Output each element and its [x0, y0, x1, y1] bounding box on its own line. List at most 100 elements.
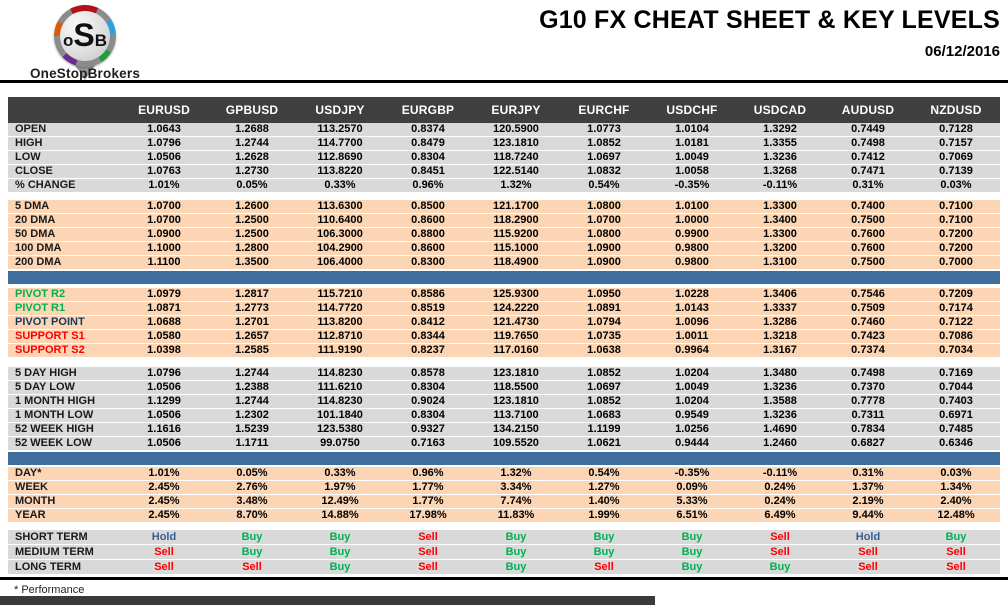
- signal-value: Buy: [945, 530, 967, 543]
- row-label: LOW: [15, 151, 41, 163]
- cell-value: 1.0700: [147, 200, 181, 212]
- section-dma: 5 DMA 1.0700 1.2600 113.6300 0.8500 121.1700 1…: [8, 200, 1000, 270]
- cell-value: 0.8586: [411, 288, 445, 300]
- cell-value: 0.8304: [411, 409, 445, 421]
- cell-value: 1.0735: [587, 330, 621, 342]
- signal-value: Buy: [681, 530, 703, 543]
- cell-value: 1.0228: [675, 288, 709, 300]
- table-row: MONTH 2.45% 3.48% 12.49% 1.77% 7.74% 1.40% 5.33…: [8, 495, 1000, 509]
- signal-value: Buy: [329, 530, 351, 543]
- column-header-eurjpy: EURJPY: [491, 103, 541, 117]
- cell-value: 1.0700: [147, 214, 181, 226]
- cell-value: 0.96%: [412, 179, 444, 191]
- cell-value: 1.0900: [587, 242, 621, 254]
- section-gap: [8, 193, 1000, 200]
- column-header-audusd: AUDUSD: [841, 103, 895, 117]
- cell-value: 119.7650: [493, 330, 539, 342]
- row-label: 50 DMA: [15, 228, 56, 240]
- cell-value: 0.7122: [939, 316, 973, 328]
- cell-value: 115.7210: [317, 288, 363, 300]
- cell-value: 1.0638: [587, 344, 621, 356]
- cell-value: 1.0181: [675, 137, 709, 149]
- blue-divider-bar: [8, 271, 1000, 284]
- cell-value: 1.2744: [235, 395, 269, 407]
- cell-value: 1.0100: [675, 200, 709, 212]
- cell-value: 106.3000: [317, 228, 363, 240]
- logo-letter: B: [94, 31, 107, 50]
- signal-value: Buy: [593, 545, 615, 558]
- row-label: 5 DMA: [15, 200, 50, 212]
- table-row: PIVOT R2 1.0979 1.2817 115.7210 0.8586 125.93…: [8, 288, 1000, 302]
- cell-value: 1.2773: [235, 302, 269, 314]
- row-label: 1 MONTH HIGH: [15, 395, 96, 407]
- cell-value: 113.8220: [317, 165, 363, 177]
- cell-value: 0.7403: [939, 395, 973, 407]
- row-label: PIVOT R2: [15, 288, 66, 300]
- cell-value: 0.8304: [411, 151, 445, 163]
- table-row: 100 DMA 1.1000 1.2800 104.2900 0.8600 115.100…: [8, 242, 1000, 256]
- cell-value: 1.2730: [235, 165, 269, 177]
- cell-value: 125.9300: [493, 288, 539, 300]
- cell-value: 0.7200: [939, 242, 973, 254]
- table-row: SHORT TERM Hold Buy Buy Sell Buy Buy Buy Sell Hol…: [8, 530, 1000, 545]
- row-label: 5 DAY HIGH: [15, 367, 77, 379]
- cell-value: 0.24%: [764, 481, 796, 493]
- cell-value: 0.9800: [675, 242, 709, 254]
- row-label: 52 WEEK HIGH: [15, 423, 94, 435]
- cell-value: 0.8344: [411, 330, 445, 342]
- cell-value: 1.3300: [763, 200, 797, 212]
- cell-value: 0.7209: [939, 288, 973, 300]
- cell-value: 113.8200: [317, 316, 363, 328]
- row-label: DAY*: [15, 467, 42, 479]
- cell-value: 115.1000: [493, 242, 539, 254]
- cell-value: 0.7509: [851, 302, 885, 314]
- cell-value: 1.77%: [412, 481, 444, 493]
- cell-value: 0.8304: [411, 381, 445, 393]
- cell-value: 0.7311: [851, 409, 885, 421]
- cell-value: 1.0049: [675, 381, 709, 393]
- blue-divider-bar: [8, 452, 1000, 465]
- signal-value: Buy: [505, 545, 527, 558]
- cell-value: 0.03%: [940, 179, 972, 191]
- cell-value: 1.2657: [235, 330, 269, 342]
- cell-value: 7.74%: [500, 495, 532, 507]
- cell-value: 1.27%: [588, 481, 620, 493]
- cell-value: 0.8600: [411, 242, 445, 254]
- cell-value: 1.3500: [235, 256, 269, 268]
- cell-value: 1.0506: [147, 409, 181, 421]
- cell-value: 113.2570: [317, 123, 363, 135]
- cell-value: 0.05%: [236, 179, 268, 191]
- cell-value: 1.0580: [147, 330, 181, 342]
- signal-value: Buy: [505, 560, 527, 573]
- row-label: MEDIUM TERM: [15, 545, 94, 558]
- cell-value: 0.7200: [939, 228, 973, 240]
- table-row: % CHANGE 1.01% 0.05% 0.33% 0.96% 1.32% 0.54% -0…: [8, 179, 1000, 193]
- cell-value: 113.7100: [493, 409, 539, 421]
- cell-value: 1.3300: [763, 228, 797, 240]
- cell-value: 1.0000: [675, 214, 709, 226]
- cell-value: 99.0750: [320, 437, 360, 449]
- cell-value: 0.7069: [939, 151, 973, 163]
- table-row: 20 DMA 1.0700 1.2500 110.6400 0.8600 118.2900…: [8, 214, 1000, 228]
- cell-value: 1.2600: [235, 200, 269, 212]
- cell-value: 114.8230: [317, 367, 363, 379]
- row-label: PIVOT R1: [15, 302, 66, 314]
- column-header-eurgbp: EURGBP: [401, 103, 455, 117]
- cell-value: 1.1100: [147, 256, 181, 268]
- cell-value: 0.7174: [939, 302, 973, 314]
- cell-value: -0.11%: [762, 179, 798, 191]
- cell-value: 0.54%: [588, 467, 620, 479]
- cell-value: 1.32%: [500, 179, 532, 191]
- table-row: 5 DMA 1.0700 1.2600 113.6300 0.8500 121.1700 1…: [8, 200, 1000, 214]
- cell-value: 1.1299: [147, 395, 181, 407]
- cell-value: 0.24%: [764, 495, 796, 507]
- cell-value: 0.7157: [939, 137, 973, 149]
- performance-footnote: * Performance: [14, 584, 85, 596]
- cell-value: 0.9964: [675, 344, 709, 356]
- cell-value: 1.1199: [587, 423, 621, 435]
- section-ohlc: OPEN 1.0643 1.2688 113.2570 0.8374 120.5900 1.…: [8, 123, 1000, 193]
- table-row: 52 WEEK HIGH 1.1616 1.5239 123.5380 0.9327 13…: [8, 423, 1000, 437]
- cell-value: 0.7471: [851, 165, 885, 177]
- cell-value: 0.7163: [411, 437, 445, 449]
